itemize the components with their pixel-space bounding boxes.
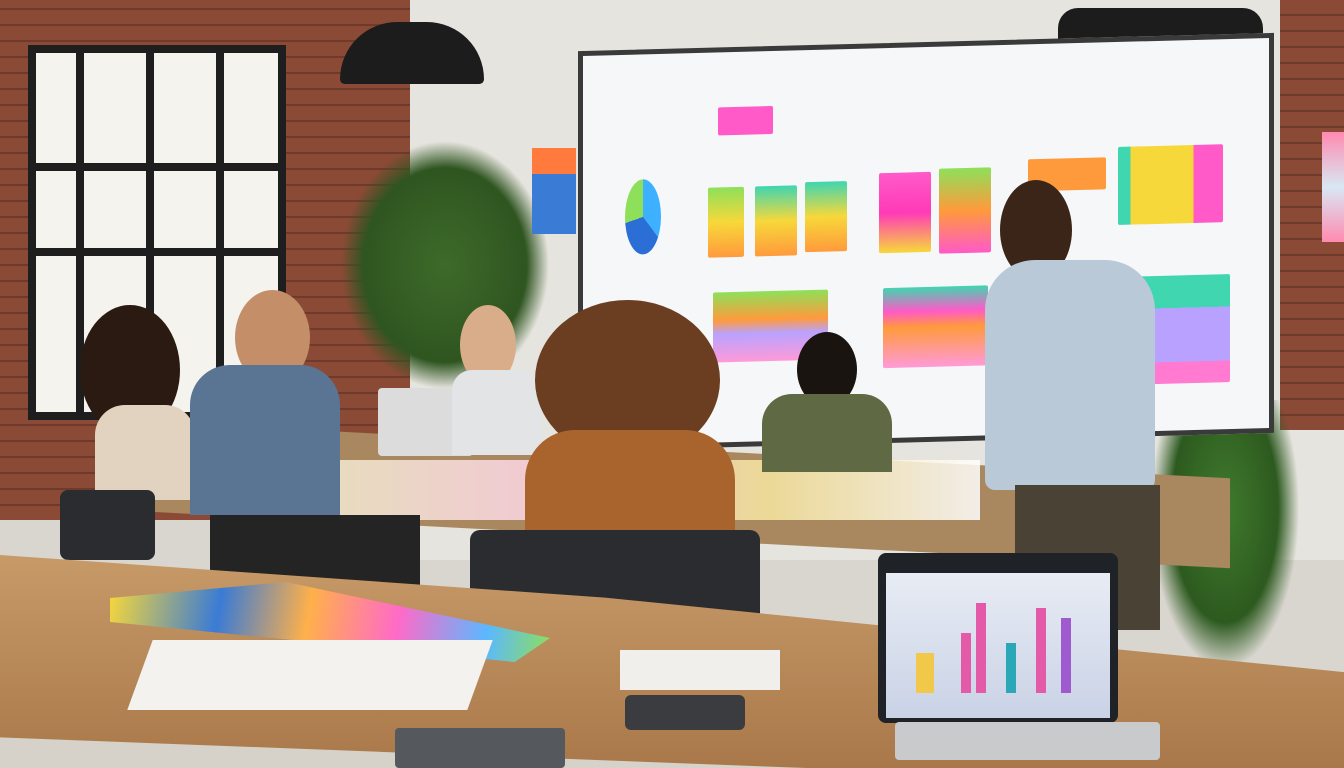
sticky-note [939,167,991,254]
person-green-top [762,332,892,472]
body [985,260,1155,490]
window-transom [36,248,278,256]
screen-bar [1006,643,1016,693]
phone [625,695,745,730]
wall-notes [532,148,576,234]
screen-bar [961,633,971,693]
sticky-note [879,171,931,254]
brick-wall-right [1280,0,1344,430]
laptop-foreground [878,553,1118,723]
body [95,405,195,500]
screen-bar [1061,618,1071,693]
laptop-screen [886,573,1110,718]
screen-bar [916,653,934,693]
pie-chart-drawing [625,178,661,255]
notebook [395,728,565,768]
sticky-note [755,185,797,257]
pendant-lamp [340,22,484,84]
person-curly-hair-left [70,305,200,505]
screen-bar [976,603,986,693]
body [452,370,542,455]
paper-sheet [127,640,493,710]
wall-notes [1322,132,1344,242]
window-mullion [146,53,154,412]
window-mullion [76,53,84,412]
sticky-note [805,181,847,253]
screen-bar [1036,608,1046,693]
paper-stack [620,650,780,690]
laptop-base [895,722,1160,760]
sticky-note [718,106,773,136]
body [762,394,892,472]
person-center-back [452,305,542,455]
window-transom [36,163,278,171]
sticky-note [883,285,988,369]
window-mullion [216,53,224,412]
chair [60,490,155,560]
sticky-note [708,186,744,258]
body [190,365,340,515]
